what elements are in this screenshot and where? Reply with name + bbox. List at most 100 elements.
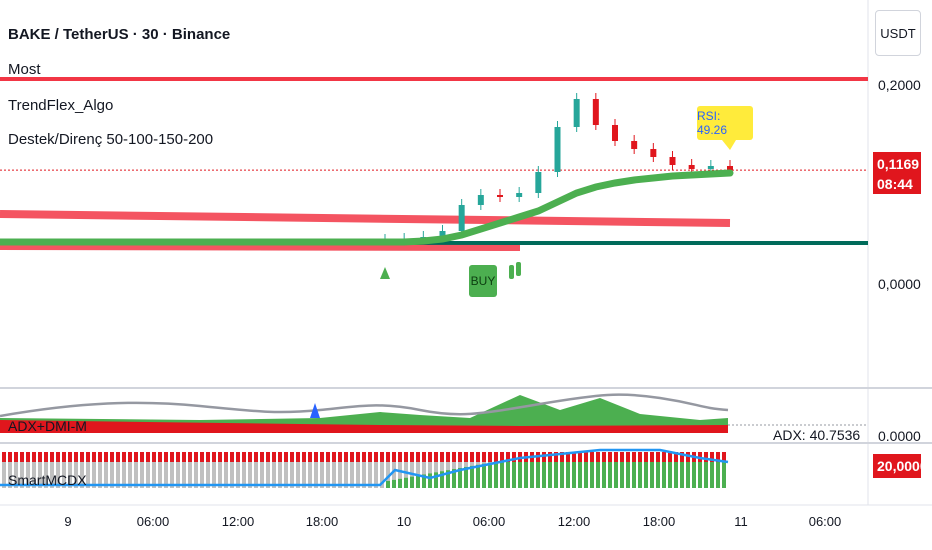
mcdx-bar-green xyxy=(590,462,594,488)
mcdx-bar-green xyxy=(626,462,630,488)
indicator-most-label[interactable]: Most xyxy=(8,61,41,78)
mcdx-bar-red xyxy=(56,452,60,462)
mcdx-bar-gray xyxy=(122,462,126,488)
mcdx-bar-red xyxy=(116,452,120,462)
mcdx-bar-gray xyxy=(170,462,174,488)
mcdx-bar-red xyxy=(398,452,402,462)
mcdx-bar-red xyxy=(458,452,462,462)
mcdx-bar-red xyxy=(362,452,366,462)
mcdx-bar-green xyxy=(602,462,606,488)
mcdx-bar-gray xyxy=(290,462,294,488)
mcdx-bar-gray xyxy=(50,462,54,488)
mcdx-bar-red xyxy=(710,452,714,462)
mcdx-bar-red xyxy=(104,452,108,462)
mcdx-panel-label[interactable]: SmartMCDX xyxy=(8,472,87,488)
mcdx-bar-red xyxy=(14,452,18,462)
mcdx-bar-red xyxy=(476,452,480,462)
mcdx-bar-red xyxy=(20,452,24,462)
mcdx-bar-red xyxy=(140,452,144,462)
mcdx-bar-red xyxy=(440,452,444,462)
mcdx-bar-gray xyxy=(344,462,348,488)
adx-red-area xyxy=(0,420,728,433)
mcdx-bar-gray xyxy=(482,462,486,464)
mcdx-bar-gray xyxy=(152,462,156,488)
mcdx-bar-red xyxy=(272,452,276,462)
mcdx-bar-red xyxy=(248,452,252,462)
indicator-support-resistance-label[interactable]: Destek/Direnç 50-100-150-200 xyxy=(8,131,214,148)
mcdx-bar-gray xyxy=(314,462,318,488)
mcdx-bar-red xyxy=(338,452,342,462)
mcdx-bar-red xyxy=(38,452,42,462)
mcdx-bar-gray xyxy=(176,462,180,488)
mcdx-bar-gray xyxy=(2,462,6,488)
mcdx-bar-green xyxy=(566,462,570,488)
mcdx-bar-red xyxy=(674,452,678,462)
candle-body xyxy=(497,195,503,197)
symbol-title[interactable]: BAKE / TetherUS · 30 · Binance xyxy=(8,26,231,43)
mcdx-bar-green xyxy=(488,462,492,488)
mcdx-bar-red xyxy=(578,452,582,462)
mcdx-bar-red xyxy=(638,452,642,462)
mcdx-bar-green xyxy=(476,464,480,488)
time-tick-label: 18:00 xyxy=(642,514,676,529)
mcdx-bar-green xyxy=(692,462,696,488)
mcdx-bar-red xyxy=(320,452,324,462)
currency-scale-button[interactable]: USDT xyxy=(875,10,921,56)
mcdx-bar-red xyxy=(236,452,240,462)
mcdx-bar-red xyxy=(404,452,408,462)
mcdx-bar-red xyxy=(380,452,384,462)
mcdx-bar-red xyxy=(416,452,420,462)
time-tick-label: 12:00 xyxy=(557,514,591,529)
rsi-callout-pointer xyxy=(722,140,736,150)
price-tick-bottom: 0,0000 xyxy=(878,276,921,292)
candle-body xyxy=(592,99,599,125)
mcdx-bar-green xyxy=(386,480,390,488)
last-price-value: 0,1169 xyxy=(877,156,920,172)
mcdx-bar-red xyxy=(566,452,570,462)
candle-body xyxy=(612,125,618,141)
mcdx-bar-gray xyxy=(206,462,210,488)
mcdx-bar-gray xyxy=(98,462,102,488)
candle-body xyxy=(554,127,561,172)
mcdx-bar-red xyxy=(650,452,654,462)
mcdx-bar-green xyxy=(650,462,654,488)
mcdx-bar-gray xyxy=(452,462,456,470)
mcdx-bar-red xyxy=(374,452,378,462)
mcdx-bar-gray xyxy=(272,462,276,488)
mcdx-bar-red xyxy=(308,452,312,462)
mcdx-bar-gray xyxy=(86,462,90,488)
mcdx-bar-green xyxy=(464,466,468,488)
adx-green-area xyxy=(0,395,728,430)
mcdx-bar-red xyxy=(266,452,270,462)
mcdx-bar-gray xyxy=(368,462,372,488)
mcdx-bar-green xyxy=(632,462,636,488)
mcdx-bar-red xyxy=(392,452,396,462)
candle-body xyxy=(669,157,676,165)
mcdx-bar-green xyxy=(524,462,528,488)
mcdx-bar-red xyxy=(470,452,474,462)
mcdx-bar-red xyxy=(386,452,390,462)
mcdx-bar-red xyxy=(410,452,414,462)
mcdx-bar-green xyxy=(392,479,396,488)
mcdx-bar-red xyxy=(92,452,96,462)
mcdx-bar-green xyxy=(686,462,690,488)
adx-panel-label[interactable]: ADX+DMI-M xyxy=(8,418,87,434)
sr-zone-upper xyxy=(0,210,731,227)
mcdx-bar-gray xyxy=(308,462,312,488)
mcdx-bar-red xyxy=(8,452,12,462)
indicator-trendflex-label[interactable]: TrendFlex_Algo xyxy=(8,97,114,114)
mcdx-bar-green xyxy=(716,462,720,488)
time-tick-label: 18:00 xyxy=(305,514,339,529)
candle-body xyxy=(631,141,638,149)
mcdx-bar-red xyxy=(122,452,126,462)
mcdx-bar-red xyxy=(572,452,576,462)
rsi-callout: RSI: 49.26 xyxy=(697,106,753,140)
mcdx-bar-gray xyxy=(38,462,42,488)
mcdx-bar-green xyxy=(398,478,402,488)
candle-body xyxy=(650,149,657,157)
mcdx-bar-gray xyxy=(284,462,288,488)
mcdx-bar-red xyxy=(170,452,174,462)
mcdx-bar-gray xyxy=(302,462,306,488)
